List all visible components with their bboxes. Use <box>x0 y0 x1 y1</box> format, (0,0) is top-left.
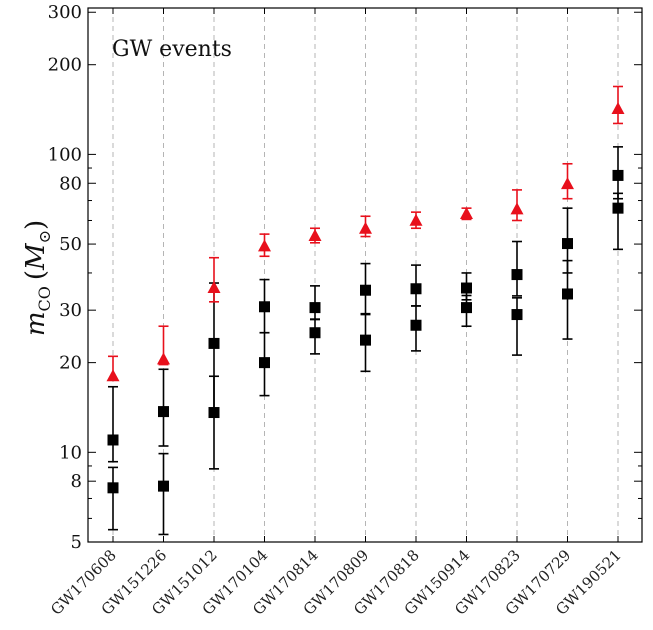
data-point-triangle <box>157 352 170 365</box>
data-point-triangle <box>308 229 322 242</box>
data-point-triangle <box>106 369 120 382</box>
y-tick-label: 5 <box>71 532 82 553</box>
y-tick-label: 10 <box>59 442 82 463</box>
data-point-square <box>158 406 169 418</box>
data-point-triangle <box>409 213 423 226</box>
data-point-square <box>461 282 472 294</box>
y-tick-label: 8 <box>71 471 82 492</box>
data-point-triangle <box>510 202 524 215</box>
annotation-gw-events: GW events <box>112 37 232 62</box>
series-remnant <box>106 85 625 382</box>
data-point-square <box>360 284 371 296</box>
data-point-square <box>511 309 523 321</box>
y-tick-label: 50 <box>59 234 82 255</box>
y-tick-label: 80 <box>59 173 82 194</box>
data-point-square <box>410 319 422 331</box>
data-point-square <box>208 407 220 419</box>
data-point-triangle <box>359 221 372 234</box>
data-series <box>106 85 625 536</box>
data-point-square <box>410 283 422 295</box>
y-tick-label: 100 <box>48 144 82 165</box>
data-point-square <box>208 337 220 349</box>
data-point-square <box>562 288 573 300</box>
y-tick-label: 20 <box>59 353 82 374</box>
data-point-square <box>612 202 624 214</box>
data-point-square <box>259 301 270 313</box>
data-point-triangle <box>207 281 221 294</box>
data-point-square <box>461 302 472 314</box>
data-point-square <box>158 480 169 492</box>
data-point-triangle <box>460 206 473 219</box>
y-tick-label: 30 <box>59 300 82 321</box>
y-tick-label: 200 <box>48 55 82 76</box>
data-point-square <box>259 357 270 369</box>
data-point-triangle <box>561 177 574 190</box>
series-secondary-component <box>107 192 624 536</box>
data-point-square <box>309 327 321 339</box>
y-tick-label: 300 <box>48 2 82 23</box>
x-axis: GW170608GW151226GW151012GW170104GW170814… <box>47 8 625 619</box>
data-point-square <box>360 334 371 346</box>
data-point-square <box>309 302 321 314</box>
data-point-square <box>562 238 573 250</box>
data-point-square <box>612 169 624 181</box>
y-axis-label: mCO(M⊙) <box>21 220 54 336</box>
data-point-triangle <box>611 102 625 115</box>
data-point-square <box>511 269 523 281</box>
data-point-triangle <box>258 239 271 252</box>
data-point-square <box>107 434 119 446</box>
y-axis: 5 8 10 20 30 50 80 100 200 300 <box>48 2 642 553</box>
data-point-square <box>107 482 119 494</box>
